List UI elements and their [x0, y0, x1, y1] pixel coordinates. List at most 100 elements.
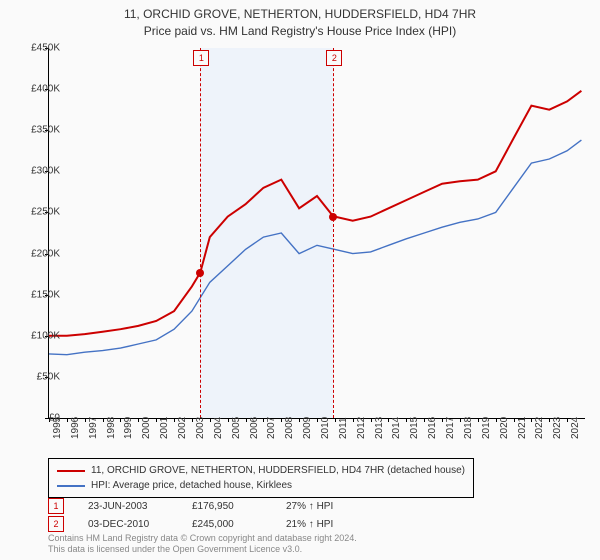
event-date-1: 23-JUN-2003: [88, 501, 168, 512]
x-tick: [228, 418, 229, 422]
x-axis-label: 1996: [70, 417, 81, 439]
x-axis-label: 2024: [570, 417, 581, 439]
event-point-2: [329, 213, 337, 221]
x-tick: [103, 418, 104, 422]
x-axis-label: 2001: [159, 417, 170, 439]
x-tick: [281, 418, 282, 422]
x-axis-label: 2021: [517, 417, 528, 439]
y-axis-label: £450K: [12, 43, 60, 54]
marker-line-2: [333, 48, 334, 418]
x-axis-label: 2009: [302, 417, 313, 439]
y-axis-label: £350K: [12, 125, 60, 136]
x-axis-label: 1999: [123, 417, 134, 439]
x-axis-label: 2010: [320, 417, 331, 439]
x-tick: [263, 418, 264, 422]
x-tick: [388, 418, 389, 422]
legend-label-property: 11, ORCHID GROVE, NETHERTON, HUDDERSFIEL…: [91, 463, 465, 478]
x-axis-label: 2023: [552, 417, 563, 439]
x-tick: [442, 418, 443, 422]
x-axis-label: 2004: [213, 417, 224, 439]
y-axis-label: £100K: [12, 330, 60, 341]
x-tick: [299, 418, 300, 422]
event-delta-2: 21% ↑ HPI: [286, 519, 333, 530]
x-axis-label: 2014: [391, 417, 402, 439]
chart-lines-svg: [49, 48, 585, 418]
x-tick: [67, 418, 68, 422]
x-tick: [514, 418, 515, 422]
chart-title-block: 11, ORCHID GROVE, NETHERTON, HUDDERSFIEL…: [0, 0, 600, 40]
marker-label-2: 2: [326, 50, 342, 66]
marker-label-1: 1: [193, 50, 209, 66]
footer-note: Contains HM Land Registry data © Crown c…: [48, 533, 357, 556]
legend-row-hpi: HPI: Average price, detached house, Kirk…: [57, 478, 465, 493]
x-tick: [531, 418, 532, 422]
y-axis-label: £250K: [12, 207, 60, 218]
x-axis-label: 2006: [249, 417, 260, 439]
x-tick: [478, 418, 479, 422]
legend-swatch-property: [57, 470, 85, 472]
x-tick: [174, 418, 175, 422]
y-axis-label: £400K: [12, 84, 60, 95]
x-axis-label: 2005: [231, 417, 242, 439]
x-tick: [567, 418, 568, 422]
x-axis-label: 2016: [427, 417, 438, 439]
x-axis-label: 2013: [374, 417, 385, 439]
event-marker-2: 2: [48, 516, 64, 532]
footer-line-1: Contains HM Land Registry data © Crown c…: [48, 533, 357, 545]
x-tick: [496, 418, 497, 422]
x-tick: [335, 418, 336, 422]
x-axis-label: 2015: [409, 417, 420, 439]
event-delta-1: 27% ↑ HPI: [286, 501, 333, 512]
x-axis-label: 1997: [88, 417, 99, 439]
x-tick: [549, 418, 550, 422]
x-axis-label: 2000: [141, 417, 152, 439]
x-axis-label: 2011: [338, 417, 349, 439]
x-tick: [371, 418, 372, 422]
x-tick: [156, 418, 157, 422]
x-tick: [424, 418, 425, 422]
footer-line-2: This data is licensed under the Open Gov…: [48, 544, 357, 556]
x-axis-label: 2017: [445, 417, 456, 439]
x-axis-label: 2020: [499, 417, 510, 439]
title-line-2: Price paid vs. HM Land Registry's House …: [0, 23, 600, 40]
x-axis-label: 2002: [177, 417, 188, 439]
x-axis-label: 2007: [266, 417, 277, 439]
y-axis-label: £150K: [12, 289, 60, 300]
x-axis-label: 2022: [534, 417, 545, 439]
x-tick: [192, 418, 193, 422]
x-tick: [120, 418, 121, 422]
x-tick: [138, 418, 139, 422]
x-tick: [210, 418, 211, 422]
legend-box: 11, ORCHID GROVE, NETHERTON, HUDDERSFIEL…: [48, 458, 474, 498]
marker-line-1: [200, 48, 201, 418]
x-axis-label: 1998: [106, 417, 117, 439]
y-axis-label: £50K: [12, 371, 60, 382]
x-axis-label: 2008: [284, 417, 295, 439]
event-row-2: 2 03-DEC-2010 £245,000 21% ↑ HPI: [48, 516, 333, 532]
event-date-2: 03-DEC-2010: [88, 519, 168, 530]
x-tick: [353, 418, 354, 422]
legend-swatch-hpi: [57, 485, 85, 487]
x-tick: [85, 418, 86, 422]
x-tick: [406, 418, 407, 422]
plot-area: 1219951996199719981999200020012002200320…: [48, 48, 585, 419]
event-marker-1: 1: [48, 498, 64, 514]
y-axis-label: £0: [12, 413, 60, 424]
chart-container: 11, ORCHID GROVE, NETHERTON, HUDDERSFIEL…: [0, 0, 600, 560]
x-axis-label: 2019: [481, 417, 492, 439]
title-line-1: 11, ORCHID GROVE, NETHERTON, HUDDERSFIEL…: [0, 6, 600, 23]
event-price-1: £176,950: [192, 501, 262, 512]
x-axis-label: 2018: [463, 417, 474, 439]
event-row-1: 1 23-JUN-2003 £176,950 27% ↑ HPI: [48, 498, 333, 514]
x-axis-label: 2012: [356, 417, 367, 439]
x-tick: [246, 418, 247, 422]
x-axis-label: 2003: [195, 417, 206, 439]
y-axis-label: £200K: [12, 248, 60, 259]
legend-label-hpi: HPI: Average price, detached house, Kirk…: [91, 478, 292, 493]
series-line-property: [49, 91, 581, 336]
x-tick: [317, 418, 318, 422]
y-axis-label: £300K: [12, 166, 60, 177]
event-price-2: £245,000: [192, 519, 262, 530]
legend-row-property: 11, ORCHID GROVE, NETHERTON, HUDDERSFIEL…: [57, 463, 465, 478]
x-tick: [460, 418, 461, 422]
